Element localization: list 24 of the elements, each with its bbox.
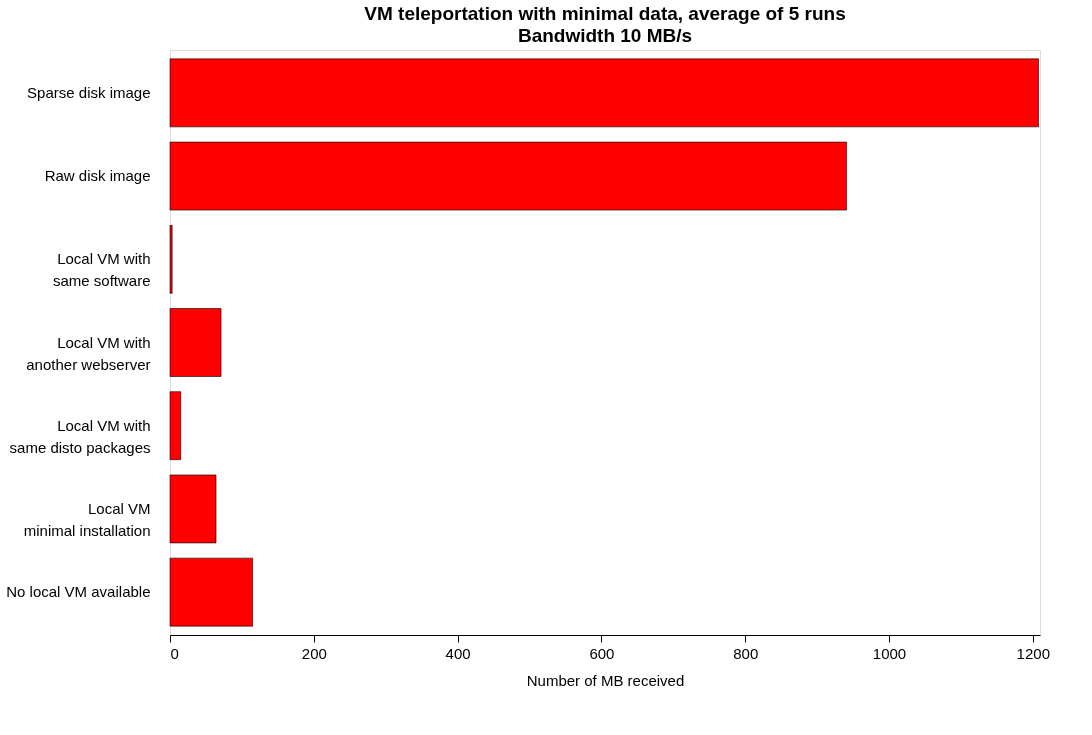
x-axis-title: Number of MB received — [526, 671, 685, 689]
x-tick-label: 1200 — [1016, 644, 1050, 662]
bar — [169, 557, 253, 627]
bar — [169, 141, 847, 211]
y-tick-label: Local VM minimal installation — [23, 499, 151, 539]
x-tick-label: 600 — [589, 644, 615, 662]
y-tick-label: Raw disk image — [44, 167, 151, 185]
x-tick-label: 800 — [733, 644, 759, 662]
bar — [169, 308, 222, 377]
x-tick-label: 200 — [301, 644, 327, 662]
bar — [169, 224, 173, 294]
bar — [169, 58, 1039, 128]
y-tick-label: Sparse disk image — [27, 83, 151, 101]
x-tick-label: 400 — [445, 644, 471, 662]
x-tick-label: 1000 — [872, 644, 907, 662]
chart-subtitle: Bandwidth 10 MB/s — [517, 25, 693, 46]
chart-title: VM teleportation with minimal data, average of 5 runs — [364, 3, 846, 24]
bar — [169, 391, 182, 461]
bar — [169, 474, 217, 544]
y-tick-label: Local VM with same software — [52, 250, 151, 290]
y-tick-label: Local VM with another webserver — [26, 333, 151, 373]
y-tick-label: No local VM available — [6, 583, 151, 601]
x-tick-label: 0 — [170, 644, 179, 662]
y-tick-label: Local VM with same disto packages — [9, 416, 151, 456]
